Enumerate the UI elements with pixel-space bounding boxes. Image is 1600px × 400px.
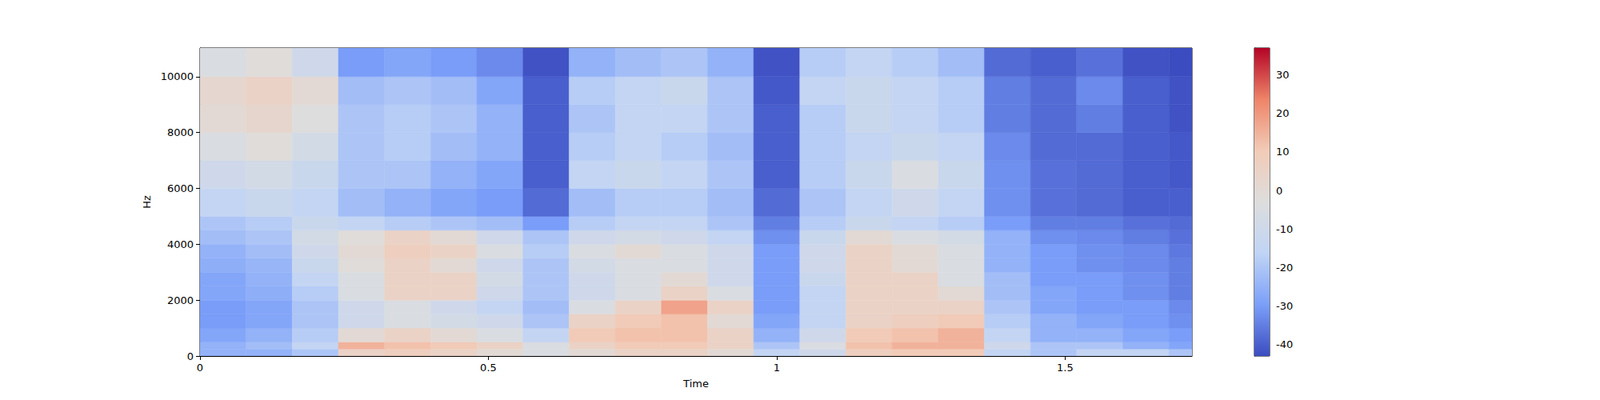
svg-text:-20: -20 (1276, 261, 1293, 274)
svg-text:0: 0 (196, 361, 204, 374)
svg-text:0: 0 (1276, 184, 1283, 197)
svg-text:2000: 2000 (167, 294, 194, 307)
svg-text:-40: -40 (1276, 338, 1293, 351)
svg-text:0: 0 (187, 350, 194, 363)
svg-text:-10: -10 (1276, 223, 1293, 236)
svg-text:-30: -30 (1276, 300, 1293, 312)
svg-text:6000: 6000 (167, 182, 194, 195)
svg-text:20: 20 (1276, 107, 1290, 120)
svg-text:Hz: Hz (140, 195, 153, 209)
svg-text:8000: 8000 (167, 126, 194, 139)
svg-text:4000: 4000 (167, 238, 194, 251)
svg-text:Time: Time (682, 377, 709, 390)
svg-text:0.5: 0.5 (480, 361, 497, 374)
svg-text:1: 1 (773, 361, 780, 374)
svg-text:30: 30 (1276, 68, 1290, 81)
svg-text:10: 10 (1276, 145, 1290, 158)
svg-text:1.5: 1.5 (1056, 361, 1074, 374)
svg-text:10000: 10000 (160, 70, 194, 83)
